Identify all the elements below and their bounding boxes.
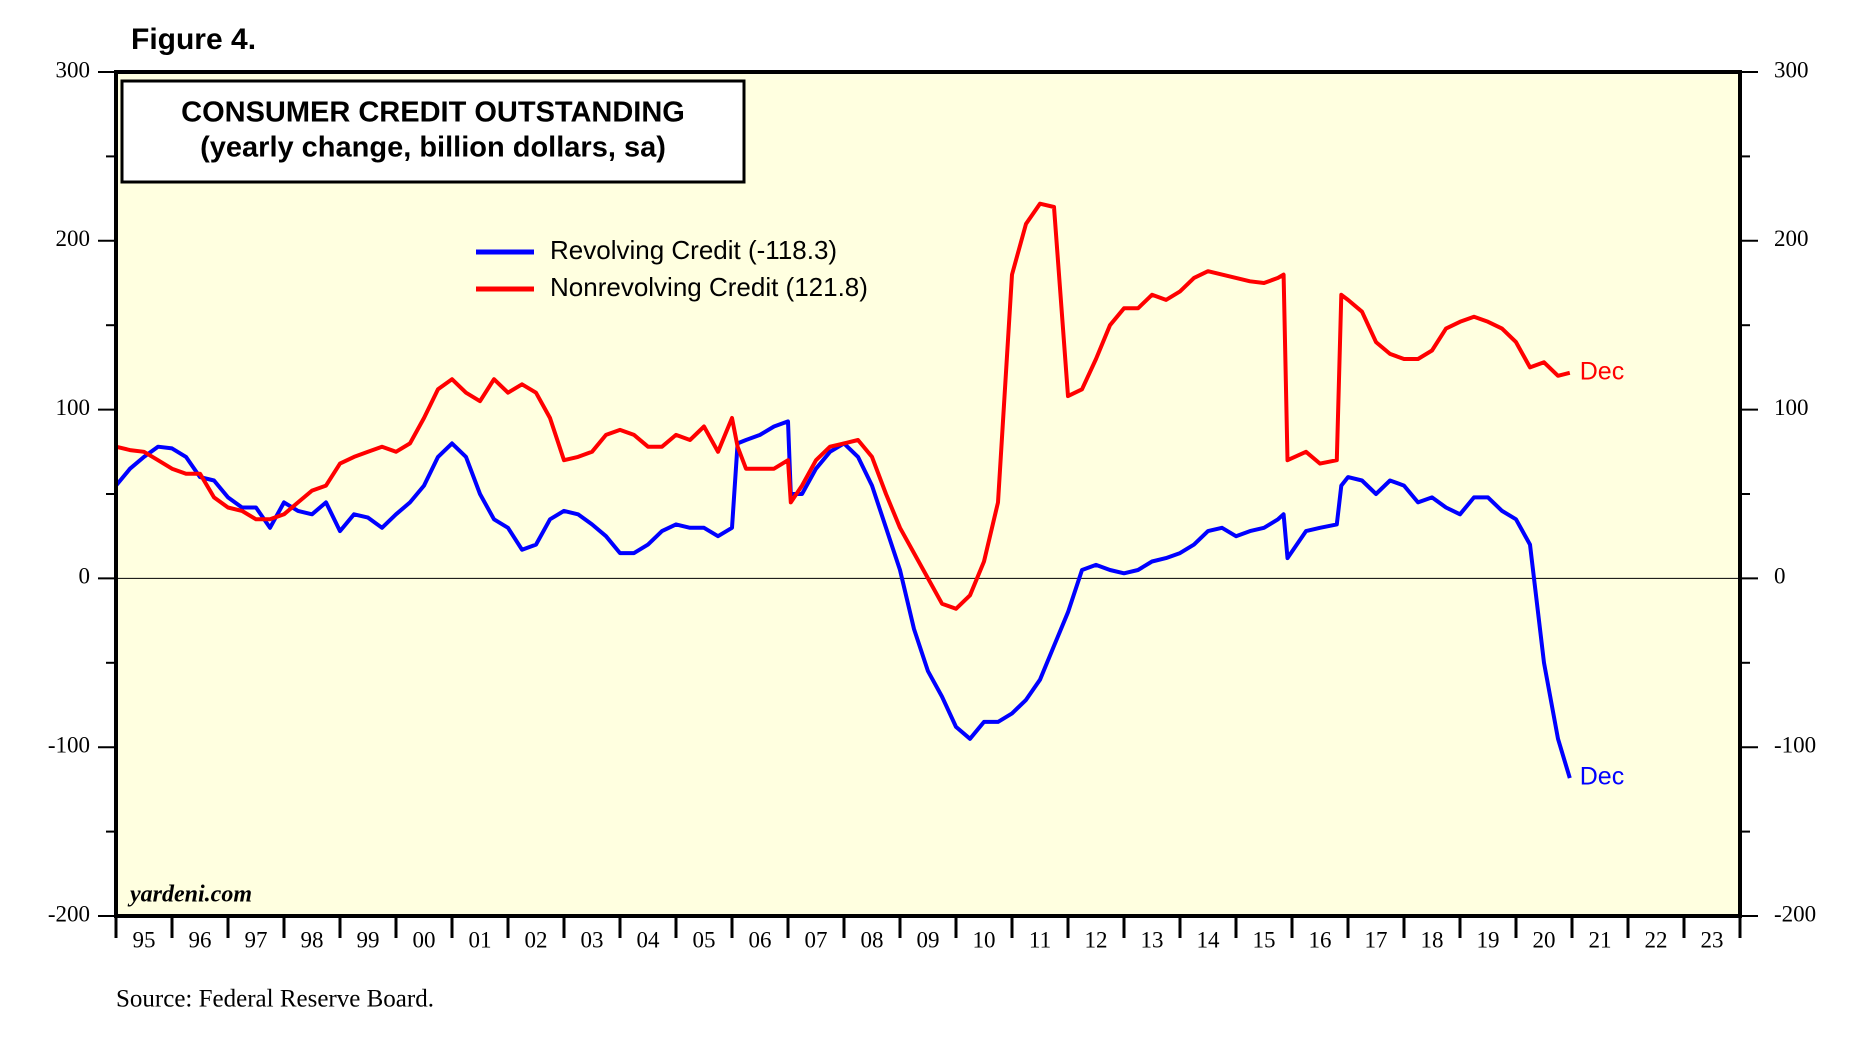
x-tick-label: 16 (1309, 927, 1332, 952)
x-tick-label: 04 (637, 927, 661, 952)
x-tick-label: 18 (1421, 927, 1444, 952)
x-tick-label: 11 (1029, 927, 1051, 952)
y-tick-label: 200 (56, 226, 91, 251)
x-tick-label: 97 (245, 927, 268, 952)
x-tick-label: 02 (525, 927, 548, 952)
chart-title: CONSUMER CREDIT OUTSTANDING (181, 97, 685, 129)
y2-tick-label: -100 (1774, 732, 1816, 757)
x-tick-label: 96 (189, 927, 212, 952)
y-tick-label: -100 (48, 732, 90, 757)
x-tick-label: 19 (1477, 927, 1500, 952)
x-tick-label: 07 (805, 927, 828, 952)
x-tick-label: 01 (469, 927, 492, 952)
x-tick-label: 15 (1253, 927, 1276, 952)
chart-subtitle: (yearly change, billion dollars, sa) (200, 132, 666, 164)
legend-label: Revolving Credit (-118.3) (550, 235, 837, 265)
x-tick-label: 13 (1141, 927, 1164, 952)
x-tick-label: 08 (861, 927, 884, 952)
y2-tick-label: 100 (1774, 395, 1809, 420)
y2-tick-label: 0 (1774, 564, 1786, 589)
legend-label: Nonrevolving Credit (121.8) (550, 272, 868, 302)
x-tick-label: 20 (1533, 927, 1556, 952)
y2-tick-label: 200 (1774, 226, 1809, 251)
x-tick-label: 10 (973, 927, 996, 952)
y-tick-label: 0 (79, 564, 91, 589)
x-tick-label: 21 (1589, 927, 1612, 952)
end-label: Dec (1580, 357, 1624, 385)
x-tick-label: 03 (581, 927, 604, 952)
x-tick-label: 23 (1701, 927, 1724, 952)
x-tick-label: 14 (1197, 927, 1221, 952)
watermark: yardeni.com (127, 882, 252, 908)
x-tick-label: 95 (133, 927, 156, 952)
x-tick-label: 22 (1645, 927, 1668, 952)
x-tick-label: 17 (1365, 927, 1388, 952)
title-box (120, 79, 746, 184)
source: Source: Federal Reserve Board. (116, 986, 434, 1013)
x-tick-label: 12 (1085, 927, 1108, 952)
plot-frame (114, 70, 1742, 918)
x-tick-label: 00 (413, 927, 436, 952)
plot-area (116, 72, 1740, 916)
x-tick-label: 98 (301, 927, 324, 952)
y-tick-label: -200 (48, 901, 90, 926)
end-label: Dec (1580, 763, 1624, 791)
x-tick-label: 06 (749, 927, 772, 952)
figure-label: Figure 4. (131, 23, 256, 56)
y-tick-label: 100 (56, 395, 91, 420)
x-tick-label: 05 (693, 927, 716, 952)
x-tick-label: 99 (357, 927, 380, 952)
y-tick-label: 300 (56, 57, 91, 82)
series-line (115, 201, 1571, 611)
x-tick-label: 09 (917, 927, 940, 952)
y2-tick-label: -200 (1774, 901, 1816, 926)
y2-tick-label: 300 (1774, 57, 1809, 82)
